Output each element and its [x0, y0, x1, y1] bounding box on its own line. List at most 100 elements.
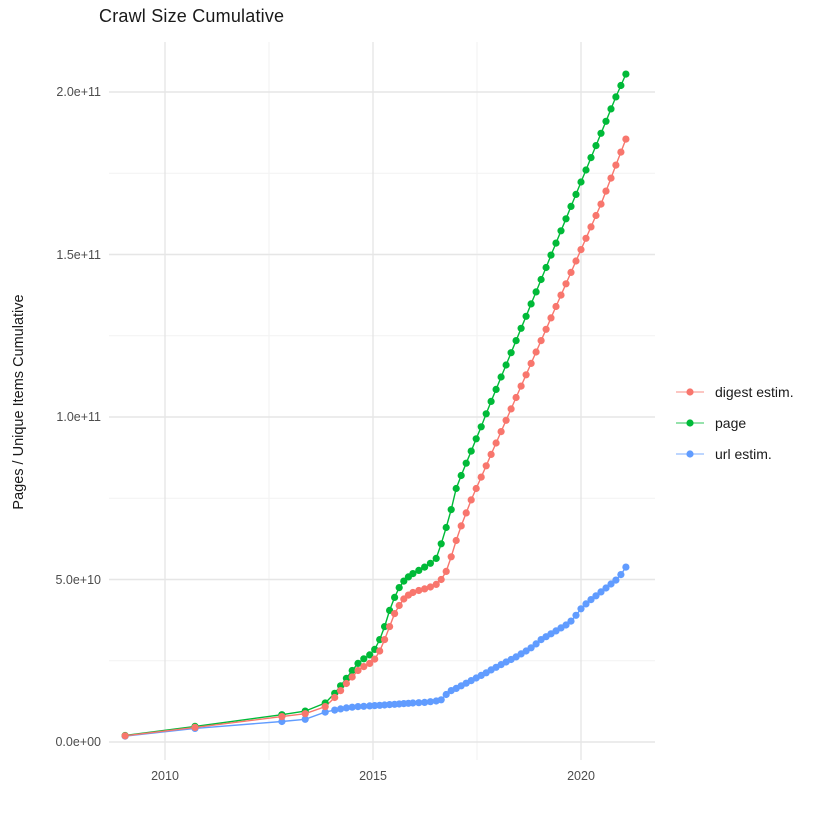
data-point	[342, 704, 350, 712]
legend: digest estim. page url estim.	[674, 381, 794, 474]
data-point	[582, 600, 590, 608]
x-tick-label: 2020	[567, 769, 595, 783]
data-point	[592, 142, 600, 150]
data-point	[395, 601, 403, 610]
data-point	[354, 666, 362, 675]
data-point	[409, 588, 417, 597]
data-point	[542, 263, 550, 272]
legend-label: page	[715, 415, 747, 431]
data-point	[517, 382, 525, 390]
data-point	[391, 610, 399, 618]
data-point	[342, 679, 350, 688]
data-point	[507, 405, 515, 413]
y-tick-label: 2.0e+11	[56, 85, 101, 99]
data-point	[527, 644, 535, 652]
data-point	[532, 640, 540, 648]
data-point	[437, 540, 445, 548]
data-point	[502, 361, 510, 369]
data-point	[371, 655, 379, 663]
data-point	[467, 496, 475, 504]
data-point	[582, 234, 590, 242]
data-point	[348, 703, 356, 711]
data-point	[421, 585, 429, 593]
series-points-digest-estim-	[121, 135, 630, 740]
data-point	[426, 583, 434, 591]
data-point	[360, 663, 368, 671]
data-point	[622, 563, 630, 571]
data-point	[562, 215, 570, 223]
data-point	[354, 703, 362, 711]
x-tick-label: 2015	[359, 769, 387, 783]
data-point	[321, 708, 329, 716]
data-point	[602, 187, 610, 195]
data-point	[487, 450, 495, 458]
data-point	[572, 611, 580, 619]
data-point	[612, 161, 620, 169]
data-point	[278, 713, 286, 721]
y-tick-label: 1.0e+11	[56, 410, 101, 424]
data-point	[467, 447, 475, 455]
data-point	[360, 702, 368, 710]
data-point	[366, 659, 374, 668]
data-point	[457, 471, 465, 480]
data-point	[592, 211, 600, 220]
data-point	[562, 621, 570, 629]
data-point	[507, 349, 515, 357]
data-point	[492, 439, 500, 447]
data-point	[452, 484, 460, 493]
data-point	[542, 325, 550, 333]
data-point	[348, 666, 356, 675]
legend-key-url-estim-icon	[676, 450, 704, 458]
data-point	[512, 393, 520, 402]
data-point	[337, 687, 345, 695]
data-point	[381, 623, 389, 631]
data-point	[552, 302, 560, 311]
data-point	[572, 257, 580, 265]
legend-item-url-estim: url estim.	[674, 443, 794, 465]
data-point	[331, 706, 339, 714]
gridlines-minor	[109, 42, 655, 760]
y-tick-label: 5.0e+10	[55, 572, 101, 587]
legend-item-page: page	[674, 412, 794, 434]
data-point	[366, 651, 374, 659]
data-point	[497, 373, 505, 381]
data-point	[415, 586, 423, 595]
data-point	[502, 416, 510, 424]
data-point	[452, 536, 460, 545]
data-point	[607, 580, 615, 588]
data-point	[462, 459, 470, 467]
data-point	[386, 623, 394, 631]
data-point	[547, 314, 555, 322]
data-point	[391, 593, 399, 602]
data-point	[442, 690, 450, 699]
data-point	[567, 617, 575, 625]
data-point	[409, 699, 417, 707]
data-point	[447, 553, 455, 561]
data-point	[426, 698, 434, 706]
data-point	[602, 584, 610, 592]
y-tick-label: 1.5e+11	[56, 247, 101, 262]
data-point	[354, 659, 362, 668]
data-point	[395, 584, 403, 592]
data-point	[617, 571, 625, 579]
data-point	[607, 174, 615, 182]
data-point	[552, 239, 560, 247]
data-point	[577, 178, 585, 186]
data-point	[517, 324, 525, 332]
y-tick-label: 0.0e+00	[55, 735, 101, 749]
data-point	[567, 202, 575, 210]
data-point	[360, 655, 368, 663]
data-point	[421, 563, 429, 571]
data-point	[597, 588, 605, 596]
data-point	[562, 280, 570, 288]
data-point	[577, 246, 585, 254]
data-point	[447, 506, 455, 514]
data-point	[487, 397, 495, 405]
data-point	[622, 135, 630, 143]
data-point	[482, 462, 490, 470]
data-point	[437, 575, 445, 584]
data-point	[482, 410, 490, 418]
chart-title: Crawl Size Cumulative	[99, 6, 285, 26]
